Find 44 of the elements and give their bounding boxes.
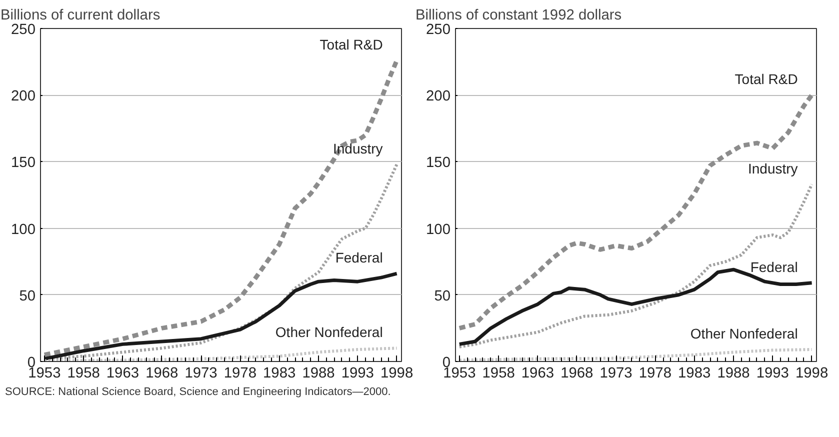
y-tick-label: 50 — [434, 288, 451, 304]
source-note: SOURCE: National Science Board, Science and Engineering Indicators—2000. — [5, 385, 391, 400]
x-tick-label: 1973 — [600, 366, 632, 382]
series-label: Other Nonfederal — [275, 324, 383, 340]
x-tick-label: 1993 — [341, 366, 374, 382]
x-tick-label: 1988 — [302, 366, 335, 382]
x-tick-label: 1968 — [560, 366, 594, 382]
y-tick-label: 50 — [19, 288, 36, 304]
series-label: Industry — [748, 160, 798, 176]
y-tick-label: 200 — [11, 88, 36, 105]
line-series — [42, 58, 400, 358]
y-tick-label: 150 — [426, 155, 451, 172]
x-tick-label: 1993 — [756, 366, 789, 382]
x-tick-label: 1963 — [106, 366, 140, 382]
line-series — [458, 182, 814, 348]
y-axis-title: Billions of constant 1992 dollars — [416, 8, 622, 24]
x-tick-label: 1983 — [678, 366, 711, 382]
series-label: Federal — [750, 258, 798, 275]
series-label: Other Nonfederal — [690, 326, 798, 342]
series-label: Total R&D — [320, 36, 383, 52]
y-tick-label: 250 — [426, 22, 451, 38]
line-series — [42, 346, 398, 362]
y-tick-label: 250 — [11, 22, 36, 38]
x-tick-label: 1988 — [717, 366, 750, 382]
x-tick-label: 1958 — [482, 366, 515, 382]
series-label: Federal — [335, 250, 383, 266]
x-tick-label: 1973 — [184, 366, 218, 382]
y-tick-label: 100 — [426, 222, 451, 238]
series-label: Total R&D — [734, 71, 798, 88]
y-axis-title: Billions of current dollars — [0, 8, 160, 24]
x-tick-label: 1998 — [796, 366, 828, 382]
x-tick-label: 1998 — [380, 366, 414, 382]
x-tick-label: 1958 — [67, 366, 100, 382]
x-tick-label: 1978 — [638, 366, 672, 382]
x-tick-label: 1963 — [521, 366, 554, 382]
line-series — [458, 348, 814, 362]
x-tick-label: 1968 — [146, 366, 178, 382]
y-tick-label: 150 — [11, 155, 36, 172]
y-tick-label: 200 — [426, 88, 451, 105]
line-series — [42, 272, 399, 361]
x-tick-label: 1978 — [224, 366, 256, 382]
series-label: Industry — [333, 140, 383, 156]
y-tick-label: 100 — [11, 222, 36, 238]
x-tick-label: 1983 — [263, 366, 296, 382]
